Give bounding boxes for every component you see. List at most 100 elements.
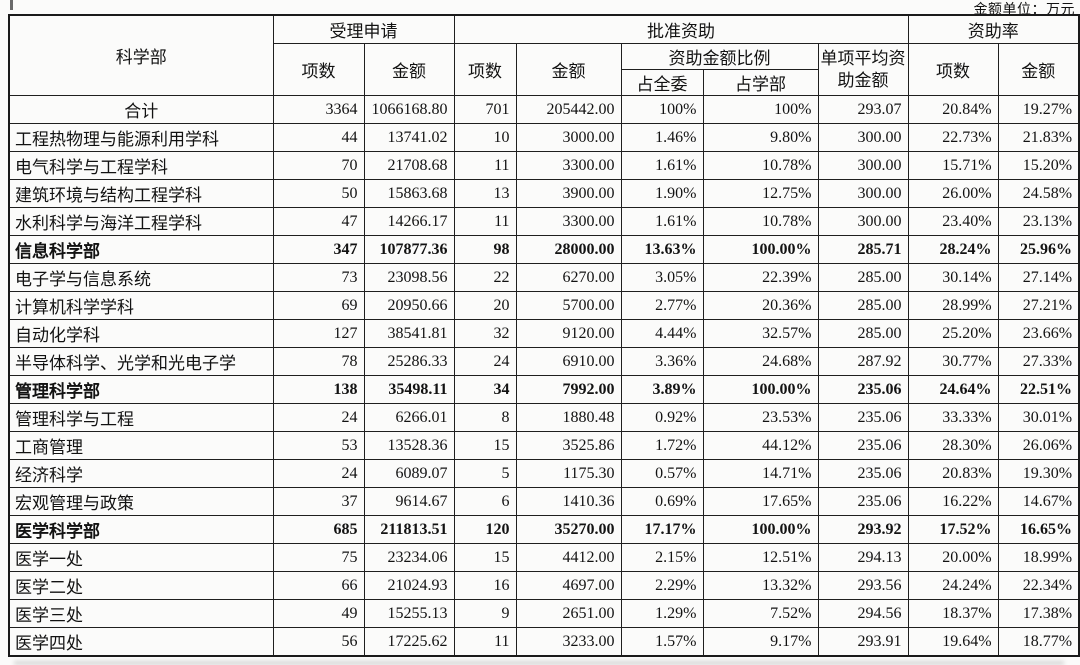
value-cell: 1066168.80 xyxy=(363,95,455,124)
table-row: 电子学与信息系统 73 23098.56 22 6270.00 3.05% 22.39% 28… xyxy=(8,263,1080,292)
value-cell: 293.92 xyxy=(817,515,909,544)
value-cell: 15255.13 xyxy=(363,599,455,628)
dept-name-cell: 管理科学与工程 xyxy=(8,403,274,432)
value-cell: 16 xyxy=(453,571,517,600)
dept-name-cell: 电子学与信息系统 xyxy=(8,263,274,292)
value-cell: 20.00% xyxy=(907,543,999,572)
table-row: 宏观管理与政策 37 9614.67 6 1410.36 0.69% 17.65% 235.0… xyxy=(8,487,1080,516)
value-cell: 300.00 xyxy=(817,151,909,180)
value-cell: 24 xyxy=(453,347,517,376)
value-cell: 3.36% xyxy=(620,347,704,376)
dept-name-cell: 医学二处 xyxy=(8,571,274,600)
value-cell: 138 xyxy=(272,375,365,404)
value-cell: 293.56 xyxy=(817,571,909,600)
value-cell: 24.58% xyxy=(997,179,1080,208)
value-cell: 235.06 xyxy=(817,459,909,488)
header-row-ratio: 占全委 占学部 xyxy=(9,69,1079,96)
value-cell: 3000.00 xyxy=(515,123,622,152)
value-cell: 13 xyxy=(453,179,517,208)
value-cell: 33.33% xyxy=(907,403,999,432)
value-cell: 15 xyxy=(453,543,517,572)
value-cell: 100.00% xyxy=(702,375,819,404)
value-cell: 0.69% xyxy=(620,487,704,516)
value-cell: 235.06 xyxy=(817,431,909,460)
value-cell: 9.80% xyxy=(702,123,819,152)
value-cell: 22.73% xyxy=(907,123,999,152)
dept-name-cell: 电气科学与工程学科 xyxy=(8,151,274,180)
table-row: 半导体科学、光学和光电子学 78 25286.33 24 6910.00 3.36% 24.… xyxy=(8,347,1080,376)
value-cell: 30.14% xyxy=(907,263,999,292)
header-accepted-count: 项数 xyxy=(272,43,365,96)
value-cell: 6910.00 xyxy=(515,347,622,376)
value-cell: 19.27% xyxy=(997,95,1080,124)
value-cell: 13.63% xyxy=(620,235,704,264)
value-cell: 11 xyxy=(453,151,517,180)
table-row: 管理科学与工程 24 6266.01 8 1880.48 0.92% 23.53% 235.0… xyxy=(8,403,1080,432)
value-cell: 23.40% xyxy=(907,207,999,236)
value-cell: 20 xyxy=(453,291,517,320)
value-cell: 17.52% xyxy=(907,515,999,544)
table-row: 合计 3364 1066168.80 701 205442.00 100% 100% 293.… xyxy=(8,95,1080,124)
value-cell: 28.24% xyxy=(907,235,999,264)
value-cell: 293.91 xyxy=(817,627,909,657)
header-avg-amount: 单项平均资助金额 xyxy=(817,43,909,96)
value-cell: 14.67% xyxy=(997,487,1080,516)
value-cell: 27.14% xyxy=(997,263,1080,292)
value-cell: 9120.00 xyxy=(515,319,622,348)
value-cell: 56 xyxy=(272,627,365,657)
value-cell: 6 xyxy=(453,487,517,516)
value-cell: 4.44% xyxy=(620,319,704,348)
value-cell: 24.68% xyxy=(702,347,819,376)
header-rate-group: 资助率 xyxy=(907,14,1080,44)
table-row: 工商管理 53 13528.36 15 3525.86 1.72% 44.12% 235.06… xyxy=(8,431,1080,460)
value-cell: 18.99% xyxy=(997,543,1080,572)
scan-corner-artifact xyxy=(10,0,13,10)
value-cell: 3.89% xyxy=(620,375,704,404)
value-cell: 7992.00 xyxy=(515,375,622,404)
value-cell: 28.30% xyxy=(907,431,999,460)
table-row: 医学四处 56 17225.62 11 3233.00 1.57% 9.17% 293.91 1… xyxy=(8,627,1080,657)
value-cell: 5 xyxy=(453,459,517,488)
value-cell: 70 xyxy=(272,151,365,180)
value-cell: 285.00 xyxy=(817,291,909,320)
dept-name-cell: 管理科学部 xyxy=(8,375,274,404)
dept-name-cell: 自动化学科 xyxy=(8,319,274,348)
dept-name-cell: 信息科学部 xyxy=(8,235,274,264)
value-cell: 21024.93 xyxy=(363,571,455,600)
value-cell: 211813.51 xyxy=(363,515,455,544)
value-cell: 127 xyxy=(272,319,365,348)
table-header: 科学部 受理申请 批准资助 资助率 项数 金额 项数 金额 资助金额比例 单项平… xyxy=(8,14,1080,96)
value-cell: 0.57% xyxy=(620,459,704,488)
value-cell: 235.06 xyxy=(817,403,909,432)
header-accepted-amount: 金额 xyxy=(363,43,455,96)
value-cell: 205442.00 xyxy=(515,95,622,124)
value-cell: 38541.81 xyxy=(363,319,455,348)
value-cell: 300.00 xyxy=(817,179,909,208)
value-cell: 287.92 xyxy=(817,347,909,376)
value-cell: 28.99% xyxy=(907,291,999,320)
value-cell: 1.57% xyxy=(620,627,704,657)
header-accepted-group: 受理申请 xyxy=(272,14,455,44)
value-cell: 20.36% xyxy=(702,291,819,320)
value-cell: 78 xyxy=(272,347,365,376)
value-cell: 701 xyxy=(453,95,517,124)
table-row: 电气科学与工程学科 70 21708.68 11 3300.00 1.61% 10.78% 3… xyxy=(8,151,1080,180)
table-row: 医学三处 49 15255.13 9 2651.00 1.29% 7.52% 294.56 18… xyxy=(8,599,1080,628)
section-row: 管理科学部 138 35498.11 34 7992.00 3.89% 100.00% 235… xyxy=(8,375,1080,404)
value-cell: 20950.66 xyxy=(363,291,455,320)
value-cell: 25.20% xyxy=(907,319,999,348)
dept-name-cell: 医学一处 xyxy=(8,543,274,572)
value-cell: 14266.17 xyxy=(363,207,455,236)
value-cell: 23098.56 xyxy=(363,263,455,292)
value-cell: 294.13 xyxy=(817,543,909,572)
value-cell: 100% xyxy=(702,95,819,124)
table-body: 合计 3364 1066168.80 701 205442.00 100% 100% 293.… xyxy=(8,95,1080,657)
value-cell: 22 xyxy=(453,263,517,292)
dept-name-cell: 经济科学 xyxy=(8,459,274,488)
value-cell: 21708.68 xyxy=(363,151,455,180)
value-cell: 24 xyxy=(272,403,365,432)
table-row: 计算机科学学科 69 20950.66 20 5700.00 2.77% 20.36% 285… xyxy=(8,291,1080,320)
value-cell: 1880.48 xyxy=(515,403,622,432)
value-cell: 285.00 xyxy=(817,319,909,348)
dept-name-cell: 合计 xyxy=(8,95,274,124)
